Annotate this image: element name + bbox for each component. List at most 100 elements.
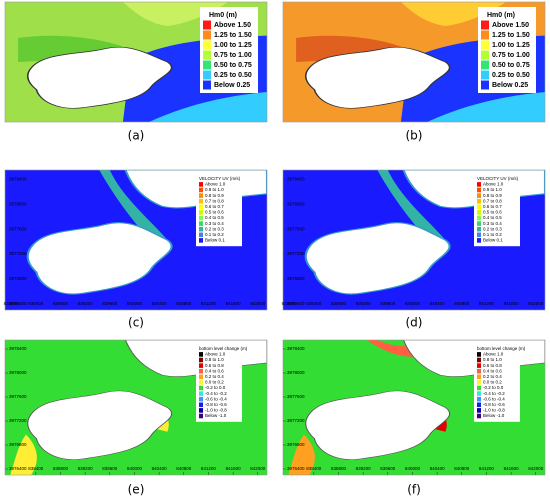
map-panel: 838400 838800 839200 839600 840000 840400 8408… (282, 339, 546, 476)
legend-label: Above 1.50 (492, 22, 529, 29)
legend-label: 0.4 to 0.5 (483, 215, 502, 220)
y-tick-label: 3977600 (9, 394, 27, 399)
legend-label: 0.0 to 0.2 (205, 380, 224, 385)
map-panel: 838400 838800 839200 839600 840000 840400 8408… (4, 339, 268, 476)
legend-label: -0.6 to -0.4 (205, 396, 227, 401)
y-tick-label: 3976400 (9, 466, 27, 471)
legend-swatch (199, 374, 203, 380)
legend-label: 0.0 to 0.2 (483, 380, 502, 385)
panel-frame (4, 169, 268, 311)
legend-label: 0.3 to 0.4 (205, 221, 224, 226)
y-tick-label: 3976400 (9, 301, 27, 306)
x-tick-label: 841600 (504, 301, 520, 306)
current (377, 170, 446, 247)
legend-swatch (477, 402, 481, 408)
legend-swatch (199, 215, 203, 221)
y-tick-label: 3976400 (287, 301, 305, 306)
x-tick-label: 840000 (405, 466, 421, 471)
y-tick-label: 3977600 (287, 394, 305, 399)
x-tick-label: 841200 (201, 301, 217, 306)
legend-label: 0.75 to 1.00 (214, 52, 252, 59)
x-tick-label: 842000 (528, 301, 544, 306)
shelf (427, 92, 545, 122)
legend-swatch (477, 352, 481, 357)
legend-label: 0.25 to 0.50 (492, 72, 530, 79)
map-panel: 838000 838400 838800 839200 839600 840000 8404… (4, 169, 268, 311)
legend-swatch (199, 182, 203, 187)
y-tick-label: 3978400 (9, 346, 27, 351)
legend-swatch (199, 402, 203, 408)
y-tick-label: 3978000 (287, 370, 305, 375)
legend-swatch (199, 391, 203, 396)
legend-swatch (203, 60, 211, 70)
x-tick-label: 839200 (78, 301, 94, 306)
legend-label: 0.50 to 0.75 (492, 62, 530, 69)
caption: (a) (128, 129, 145, 143)
legend-label: -0.2 to 0.0 (483, 385, 504, 390)
deposit (10, 434, 37, 475)
legend-label: 1.25 to 1.50 (214, 32, 252, 39)
island (305, 46, 451, 109)
y-tick-label: 3978000 (9, 201, 27, 206)
panel-frame (282, 169, 546, 311)
legend-swatch (477, 221, 481, 226)
x-tick-label: 840800 (454, 301, 470, 306)
island (26, 222, 173, 295)
legend-title: bottom level change (m) (477, 346, 526, 351)
legend-label: 0.5 to 0.6 (483, 210, 502, 215)
x-tick-label: 839600 (380, 301, 396, 306)
panel-frame (4, 1, 268, 123)
legend-label: -0.8 to -0.6 (205, 402, 227, 407)
legend-label: 0.7 to 0.8 (483, 198, 502, 203)
x-tick-label: 840000 (127, 466, 143, 471)
legend-swatch (199, 352, 203, 357)
legend-label: 0.9 to 1.0 (205, 187, 224, 192)
legend-swatch (477, 396, 481, 402)
x-tick-label: 842000 (528, 466, 544, 471)
x-tick-label: 841600 (226, 466, 242, 471)
legend-label: 0.7 to 0.8 (205, 198, 224, 203)
x-tick-label: 838800 (331, 301, 347, 306)
legend-swatch (203, 70, 211, 80)
x-tick-label: 842000 (250, 301, 266, 306)
y-tick-label: 3977200 (287, 251, 305, 256)
legend-swatch (477, 380, 481, 385)
legend-label: 0.6 to 0.8 (483, 363, 502, 368)
legend-box (196, 173, 242, 247)
y-tick-label: 3976800 (287, 442, 305, 447)
panel-frame (282, 1, 546, 123)
legend-swatch (481, 80, 489, 90)
map-panel: 838000 838400 838800 839200 839600 840000 8404… (282, 169, 546, 311)
legend-swatch (203, 30, 211, 40)
legend-label: 1.00 to 1.25 (492, 42, 530, 49)
legend-title: Hm0 (m) (487, 12, 515, 19)
legend-label: Above 1.0 (483, 352, 504, 357)
legend-box (478, 7, 536, 93)
x-tick-label: 839600 (102, 466, 118, 471)
legend-label: 0.4 to 0.6 (483, 368, 502, 373)
legend-label: 0.8 to 0.9 (205, 193, 224, 198)
legend-swatch (199, 204, 203, 210)
legend-label: 0.4 to 0.6 (205, 368, 224, 373)
panel-frame (282, 339, 546, 476)
x-tick-label: 840800 (176, 301, 192, 306)
x-tick-label: 839200 (356, 466, 372, 471)
legend-label: 0.4 to 0.5 (205, 215, 224, 220)
legend-label: 1.25 to 1.50 (492, 32, 530, 39)
legend-label: 0.6 to 0.7 (205, 204, 224, 209)
x-tick-label: 841600 (504, 466, 520, 471)
island (27, 46, 173, 109)
legend-swatch (199, 368, 203, 374)
caption: (b) (406, 129, 423, 143)
legend-swatch (481, 40, 489, 50)
legend-label: 0.8 to 1.0 (205, 357, 224, 362)
legend-box (196, 343, 242, 422)
legend-label: 0.50 to 0.75 (214, 62, 252, 69)
legend-label: 0.75 to 1.00 (492, 52, 530, 59)
legend-title: VELOCITY UV (m/s) (199, 176, 241, 181)
island (27, 390, 173, 460)
legend-swatch (477, 413, 481, 419)
legend-swatch (199, 198, 203, 204)
legend-label: Below 0.1 (205, 238, 225, 243)
